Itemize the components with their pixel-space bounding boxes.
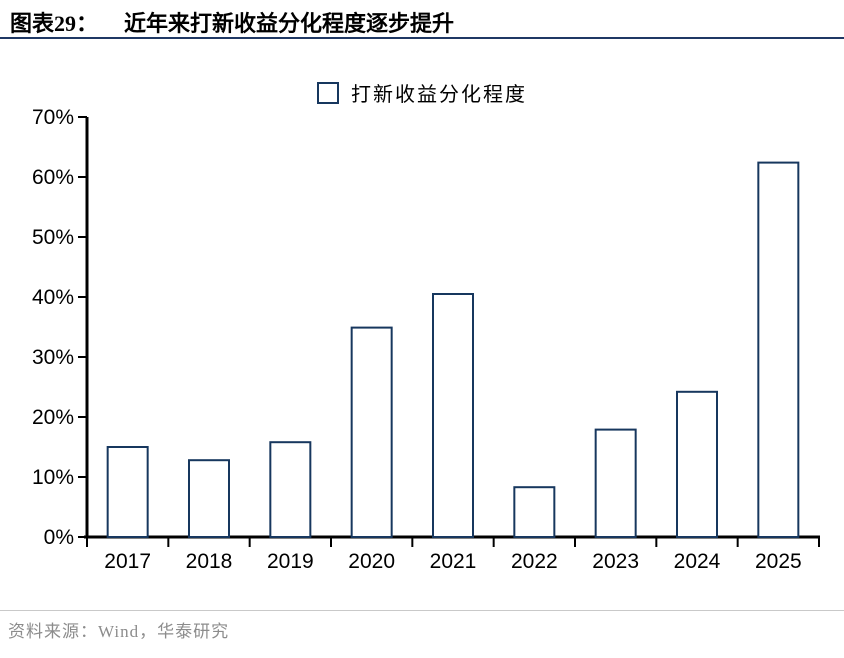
x-axis-label: 2022 [511,550,558,573]
y-axis-label: 0% [44,526,74,549]
bar-2021 [432,293,474,538]
y-axis-label: 50% [32,226,74,249]
legend-label: 打新收益分化程度 [351,84,527,106]
y-axis-label: 60% [32,166,74,189]
x-axis-label: 2025 [755,550,802,573]
x-axis-label: 2018 [186,550,233,573]
y-axis-label: 20% [32,406,74,429]
legend-marker-icon [317,81,339,104]
title-divider [0,37,844,39]
y-axis-label: 10% [32,466,74,489]
footer-divider [0,610,844,611]
bar-2020 [350,326,393,538]
x-axis-label: 2017 [104,550,151,573]
x-axis-label: 2020 [348,550,395,573]
bar-2023 [594,428,637,539]
x-axis-label: 2023 [592,550,639,573]
source-note: 资料来源：Wind，华泰研究 [8,622,230,641]
chart-header: 图表29： 近年来打新收益分化程度逐步提升 [10,6,834,38]
y-axis-label: 30% [32,346,74,369]
x-axis-label: 2019 [267,550,314,573]
bar-2022 [513,486,556,539]
figure-label: 图表29： [10,11,99,36]
y-axis-label: 70% [32,106,74,129]
chart-legend: 打新收益分化程度 [0,78,844,107]
page-title: 近年来打新收益分化程度逐步提升 [124,11,455,36]
bar-2018 [188,459,230,539]
bar-2017 [106,446,149,538]
y-axis-label: 40% [32,286,74,309]
bar-2024 [676,390,718,538]
bar-chart: 0% 10% 20% 30% 40% 50% 60% 70% 2017 2018 2019 2020 2… [32,106,820,573]
bar-2025 [757,161,800,538]
bar-2019 [269,441,312,539]
x-axis-label: 2024 [674,550,721,573]
x-axis-label: 2021 [430,550,477,573]
